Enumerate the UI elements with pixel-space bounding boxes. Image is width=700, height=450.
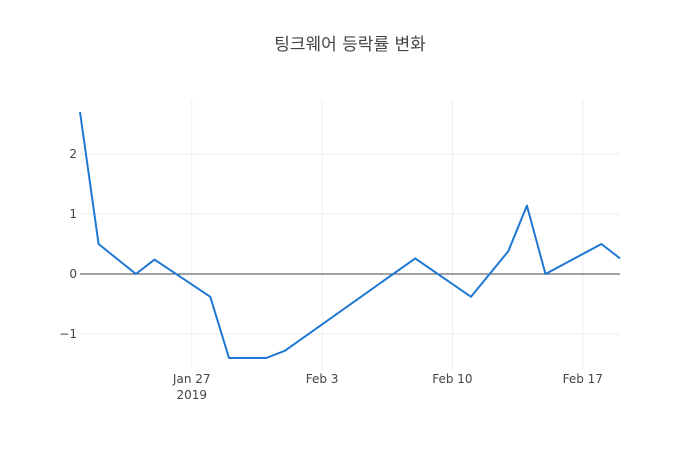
x-axis: Jan 27 2019 Feb 3 Feb 10 Feb 17 bbox=[172, 372, 603, 402]
y-tick-label: 1 bbox=[69, 207, 77, 221]
x-tick-sublabel: 2019 bbox=[176, 388, 207, 402]
y-axis: 2 1 0 −1 bbox=[59, 147, 77, 341]
x-tick-label: Jan 27 bbox=[172, 372, 211, 386]
x-tick-label: Feb 10 bbox=[432, 372, 472, 386]
x-tick-label: Feb 3 bbox=[306, 372, 339, 386]
y-tick-label: 0 bbox=[69, 267, 77, 281]
chart-title: 팅크웨어 등락률 변화 bbox=[274, 35, 426, 55]
grid-layer bbox=[80, 100, 620, 370]
series-layer bbox=[79, 111, 621, 359]
y-tick-label: −1 bbox=[59, 327, 77, 341]
x-tick-label: Feb 17 bbox=[563, 372, 603, 386]
y-tick-label: 2 bbox=[69, 147, 77, 161]
series-line bbox=[79, 111, 621, 359]
